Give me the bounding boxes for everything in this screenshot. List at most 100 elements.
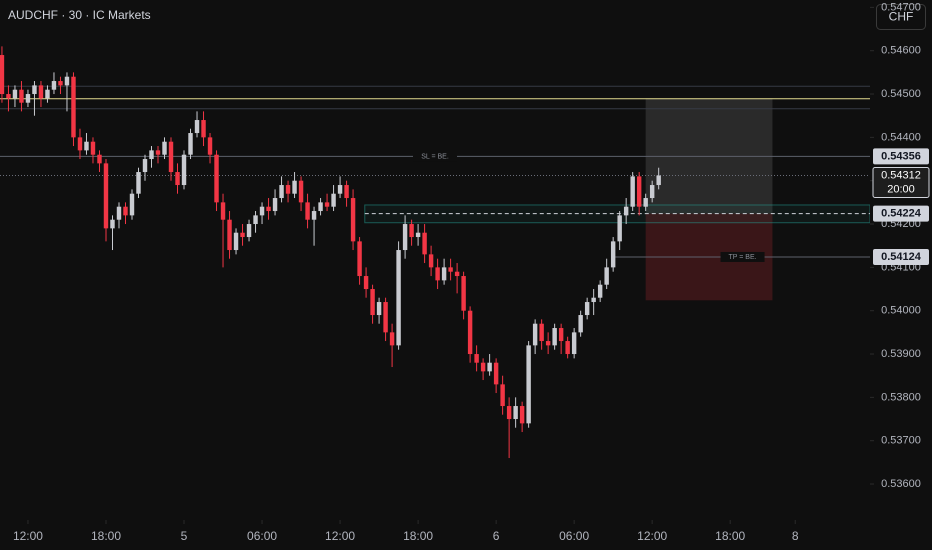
- x-tick-label: 18:00: [91, 529, 121, 543]
- y-tick-label: 0.53700: [881, 435, 921, 447]
- candle-body: [363, 276, 369, 290]
- candle-body: [272, 198, 278, 212]
- price-label: 0.54224: [881, 208, 922, 220]
- x-tick-label: 6: [493, 529, 500, 543]
- candle-body: [38, 85, 44, 99]
- price-label-bg: [873, 148, 929, 165]
- candle-body: [571, 332, 577, 355]
- candle-body: [84, 141, 89, 151]
- candle-body: [324, 202, 330, 207]
- candle-body: [428, 254, 434, 268]
- candle-body: [201, 120, 206, 138]
- candle-body: [448, 267, 453, 272]
- candle-body: [415, 232, 421, 238]
- candle-body: [279, 185, 284, 199]
- candle-body: [298, 180, 304, 203]
- candle-body: [630, 176, 635, 207]
- candle-body: [597, 284, 603, 298]
- price-label: 0.54356: [881, 150, 921, 162]
- currency-button-bg: [876, 4, 926, 30]
- candle-body: [6, 94, 11, 99]
- y-tick-label: 0.54000: [881, 305, 921, 317]
- x-tick-label: 5: [181, 529, 188, 543]
- annotation-text: TP = BE.: [729, 254, 757, 261]
- candle-body: [441, 267, 447, 281]
- candle-body: [552, 328, 557, 346]
- candle-body: [162, 141, 167, 155]
- candle-body: [461, 276, 466, 311]
- y-tick-label: 0.53600: [881, 478, 921, 490]
- candle-body: [422, 232, 427, 255]
- candle-body: [318, 202, 323, 212]
- annotation-bg: [413, 151, 457, 162]
- candle-body: [565, 341, 570, 355]
- candle-body: [181, 154, 187, 186]
- candle-body: [253, 215, 258, 225]
- price-label-bg: [873, 205, 929, 222]
- candle-body: [227, 219, 232, 251]
- candle-body: [246, 224, 252, 238]
- countdown-label: 20:00: [887, 183, 915, 195]
- candle-body: [207, 137, 213, 155]
- candle-body: [90, 141, 96, 155]
- y-tick-label: 0.53800: [881, 391, 921, 403]
- candle-body: [71, 76, 76, 138]
- y-tick-label: 0.54500: [881, 88, 921, 100]
- candle-body: [545, 341, 551, 346]
- x-tick-label: 12:00: [637, 529, 667, 543]
- candle-body: [77, 137, 83, 151]
- candle-body: [591, 297, 596, 303]
- candle-body: [409, 224, 414, 238]
- x-tick-label: 12:00: [325, 529, 355, 543]
- candle-body: [58, 81, 63, 86]
- y-tick-label: 0.53900: [881, 348, 921, 360]
- candle-body: [12, 89, 18, 99]
- x-tick-label: 06:00: [559, 529, 589, 543]
- x-tick-label: 8: [792, 529, 799, 543]
- candle-body: [305, 202, 310, 220]
- price-axis: [870, 0, 932, 550]
- candle-body: [32, 85, 37, 95]
- candle-body: [331, 193, 336, 207]
- candle-body: [292, 180, 297, 194]
- candle-body: [500, 384, 505, 407]
- candle-body: [532, 323, 538, 346]
- candle-body: [168, 141, 174, 173]
- candle-body: [51, 81, 57, 90]
- candle-body: [435, 267, 440, 281]
- candle-body: [220, 202, 226, 220]
- candle-body: [142, 159, 148, 173]
- candle-body: [116, 206, 122, 220]
- candle-body: [389, 332, 395, 346]
- y-tick-label: 0.54600: [881, 45, 921, 57]
- candle-body: [266, 206, 271, 212]
- candle-body: [649, 185, 655, 199]
- candle-body: [350, 198, 356, 242]
- candle-body: [584, 302, 590, 316]
- candle-body: [110, 219, 115, 229]
- candle-body: [539, 323, 544, 342]
- candle-body: [233, 232, 239, 251]
- candle-body: [487, 362, 492, 372]
- candle-body: [188, 133, 193, 155]
- candle-body: [526, 345, 531, 424]
- chart-title: AUDCHF · 30 · IC Markets: [8, 8, 151, 22]
- candle-body: [513, 406, 518, 420]
- annotation-text: SL = BE.: [421, 153, 449, 160]
- candle-body: [311, 211, 317, 220]
- candle-body: [136, 172, 141, 194]
- y-tick-label: 0.54700: [881, 1, 921, 13]
- price-label: 0.54124: [881, 251, 922, 263]
- candle-body: [558, 328, 564, 342]
- x-tick-label: 12:00: [13, 529, 43, 543]
- candle-body: [45, 89, 50, 99]
- candle-body: [155, 150, 161, 155]
- candle-body: [610, 241, 616, 268]
- candle-body: [240, 232, 245, 238]
- candle-body: [454, 271, 460, 277]
- candle-body: [0, 55, 5, 95]
- candle-body: [643, 198, 648, 207]
- annotation-bg: [720, 251, 765, 262]
